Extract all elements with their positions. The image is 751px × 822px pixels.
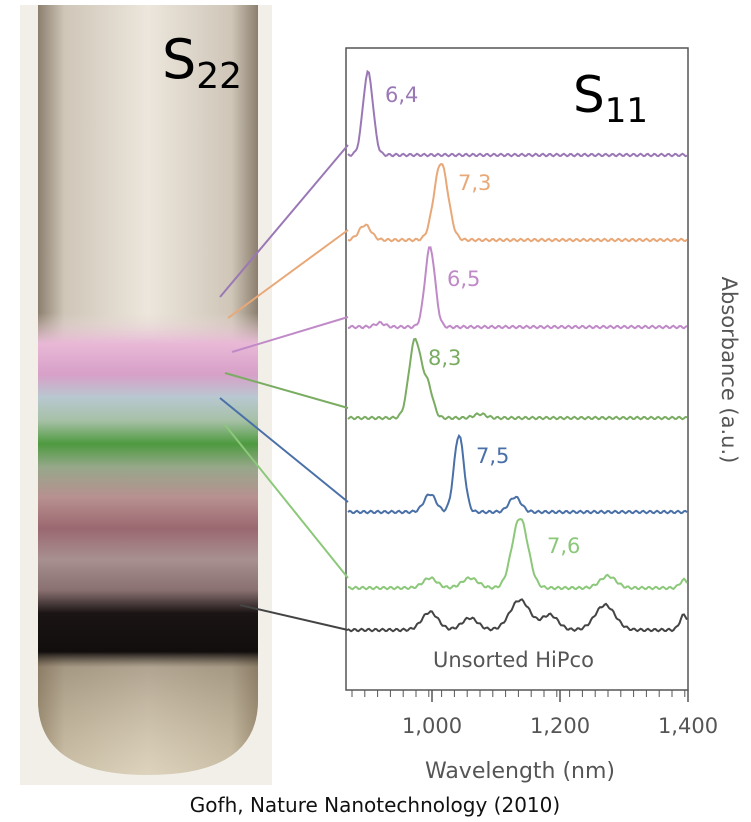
plot-label: S11 [573, 66, 648, 131]
y-axis-label: Absorbance (a.u.) [717, 277, 741, 464]
spectrum-label: 8,3 [428, 346, 461, 370]
connector [219, 397, 349, 503]
spectrum-label: 6,4 [385, 83, 418, 107]
spectrum [347, 598, 688, 633]
spectrum [347, 163, 688, 243]
x-tick-label: 1,200 [530, 714, 590, 738]
tube-bands [38, 5, 258, 775]
spectrum [347, 433, 688, 515]
spectrum [348, 518, 688, 591]
spectrum [347, 69, 688, 158]
spectrum-label: Unsorted HiPco [433, 648, 594, 672]
x-axis-label: Wavelength (nm) [425, 759, 615, 784]
connector [239, 604, 349, 631]
spectrum-label: 7,5 [476, 444, 509, 468]
x-tick-label: 1,000 [402, 714, 462, 738]
spectrum [347, 337, 688, 421]
spectrum-label: 7,3 [458, 171, 491, 195]
plot-frame [345, 47, 689, 691]
spectrum-label: 7,6 [547, 534, 580, 558]
connector [231, 316, 349, 353]
connector [224, 372, 349, 409]
spectrum [347, 246, 688, 330]
connector [227, 229, 349, 319]
connector [219, 144, 349, 298]
spectrum-label: 6,5 [447, 267, 480, 291]
connector [224, 424, 349, 579]
x-tick-label: 1,400 [658, 714, 718, 738]
caption: Gofh, Nature Nanotechnology (2010) [190, 793, 560, 817]
photo-label: S22 [162, 28, 242, 97]
